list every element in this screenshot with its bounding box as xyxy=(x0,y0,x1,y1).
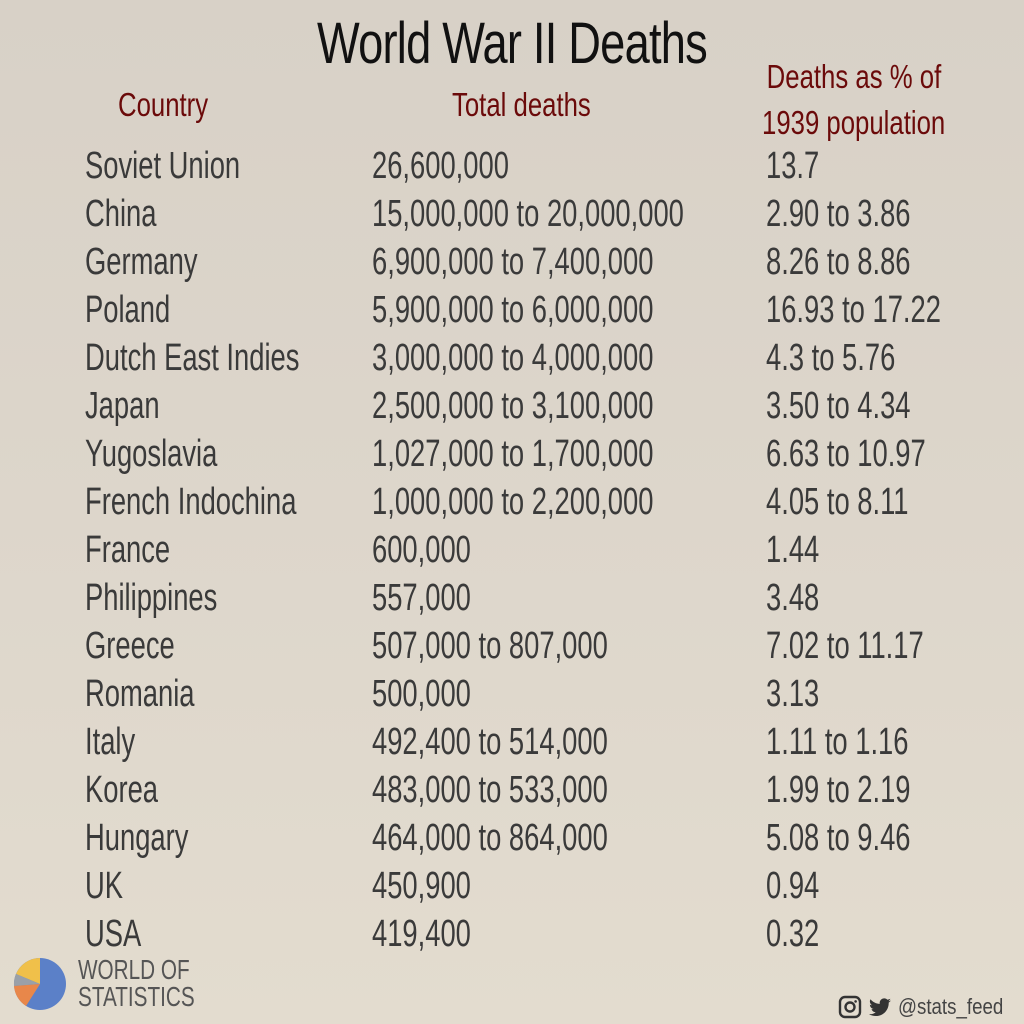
table-row: China 15,000,000 to 20,000,000 2.90 to 3.8… xyxy=(0,190,1024,238)
logo-line-2: STATISTICS xyxy=(78,981,195,1012)
country-cell: France xyxy=(85,529,171,571)
twitter-icon xyxy=(869,998,891,1017)
social-handle: @stats_feed xyxy=(898,994,1004,1019)
percent-cell: 5.08 to 9.46 xyxy=(766,817,911,859)
table-row: UK 450,900 0.94 xyxy=(0,862,1024,910)
country-cell: Dutch East Indies xyxy=(85,337,300,379)
total-deaths-cell: 3,000,000 to 4,000,000 xyxy=(372,337,654,379)
column-header-percent-line1: Deaths as % of xyxy=(766,58,942,95)
percent-cell: 8.26 to 8.86 xyxy=(766,241,911,283)
total-deaths-cell: 5,900,000 to 6,000,000 xyxy=(372,289,654,331)
country-cell: Poland xyxy=(85,289,171,331)
percent-cell: 4.05 to 8.11 xyxy=(766,481,909,523)
column-header-percent-line2: 1939 population xyxy=(762,104,946,141)
percent-cell: 6.63 to 10.97 xyxy=(766,433,926,475)
column-header-total-deaths: Total deaths xyxy=(452,86,591,123)
total-deaths-cell: 492,400 to 514,000 xyxy=(372,721,608,763)
total-deaths-cell: 464,000 to 864,000 xyxy=(372,817,608,859)
total-deaths-cell: 26,600,000 xyxy=(372,145,509,187)
country-cell: UK xyxy=(85,865,124,907)
table-row: Hungary 464,000 to 864,000 5.08 to 9.46 xyxy=(0,814,1024,862)
country-cell: French Indochina xyxy=(85,481,297,523)
data-table: Soviet Union 26,600,000 13.7 China 15,000,00… xyxy=(0,142,1024,958)
country-cell: USA xyxy=(85,913,142,955)
table-row: French Indochina 1,000,000 to 2,200,000 4.… xyxy=(0,478,1024,526)
column-header-percent: Deaths as % of 1939 population xyxy=(762,54,945,146)
percent-cell: 1.11 to 1.16 xyxy=(766,721,909,763)
total-deaths-cell: 483,000 to 533,000 xyxy=(372,769,608,811)
country-cell: Philippines xyxy=(85,577,218,619)
total-deaths-cell: 1,000,000 to 2,200,000 xyxy=(372,481,654,523)
table-row: Poland 5,900,000 to 6,000,000 16.93 to 17.… xyxy=(0,286,1024,334)
table-row: Greece 507,000 to 807,000 7.02 to 11.17 xyxy=(0,622,1024,670)
table-row: Japan 2,500,000 to 3,100,000 3.50 to 4.34 xyxy=(0,382,1024,430)
percent-cell: 16.93 to 17.22 xyxy=(766,289,941,331)
total-deaths-cell: 557,000 xyxy=(372,577,471,619)
column-header-country: Country xyxy=(118,86,209,123)
percent-cell: 3.13 xyxy=(766,673,820,715)
country-cell: Soviet Union xyxy=(85,145,241,187)
table-row: USA 419,400 0.32 xyxy=(0,910,1024,958)
table-row: Yugoslavia 1,027,000 to 1,700,000 6.63 to … xyxy=(0,430,1024,478)
logo-wordmark: WORLD OF STATISTICS xyxy=(78,954,195,1012)
country-cell: China xyxy=(85,193,157,235)
percent-cell: 3.48 xyxy=(766,577,820,619)
chart-title: World War II Deaths xyxy=(317,11,708,76)
total-deaths-cell: 500,000 xyxy=(372,673,471,715)
total-deaths-cell: 6,900,000 to 7,400,000 xyxy=(372,241,654,283)
percent-cell: 1.99 to 2.19 xyxy=(766,769,911,811)
logo-line-1: WORLD OF xyxy=(78,954,190,985)
total-deaths-cell: 450,900 xyxy=(372,865,471,907)
table-row: Korea 483,000 to 533,000 1.99 to 2.19 xyxy=(0,766,1024,814)
country-cell: Germany xyxy=(85,241,198,283)
country-cell: Romania xyxy=(85,673,195,715)
instagram-icon xyxy=(838,995,862,1019)
percent-cell: 13.7 xyxy=(766,145,820,187)
table-row: France 600,000 1.44 xyxy=(0,526,1024,574)
percent-cell: 7.02 to 11.17 xyxy=(766,625,924,667)
country-cell: Italy xyxy=(85,721,136,763)
percent-cell: 0.32 xyxy=(766,913,820,955)
percent-cell: 4.3 to 5.76 xyxy=(766,337,896,379)
country-cell: Hungary xyxy=(85,817,189,859)
total-deaths-cell: 507,000 to 807,000 xyxy=(372,625,608,667)
total-deaths-cell: 419,400 xyxy=(372,913,471,955)
total-deaths-cell: 15,000,000 to 20,000,000 xyxy=(372,193,684,235)
country-cell: Korea xyxy=(85,769,159,811)
table-row: Italy 492,400 to 514,000 1.11 to 1.16 xyxy=(0,718,1024,766)
table-row: Soviet Union 26,600,000 13.7 xyxy=(0,142,1024,190)
table-row: Germany 6,900,000 to 7,400,000 8.26 to 8.8… xyxy=(0,238,1024,286)
country-cell: Yugoslavia xyxy=(85,433,218,475)
table-row: Romania 500,000 3.13 xyxy=(0,670,1024,718)
percent-cell: 3.50 to 4.34 xyxy=(766,385,911,427)
percent-cell: 2.90 to 3.86 xyxy=(766,193,911,235)
total-deaths-cell: 1,027,000 to 1,700,000 xyxy=(372,433,654,475)
pie-chart-logo-icon xyxy=(13,958,66,1010)
total-deaths-cell: 2,500,000 to 3,100,000 xyxy=(372,385,654,427)
table-row: Dutch East Indies 3,000,000 to 4,000,000 4… xyxy=(0,334,1024,382)
country-cell: Greece xyxy=(85,625,175,667)
percent-cell: 1.44 xyxy=(766,529,820,571)
country-cell: Japan xyxy=(85,385,160,427)
table-row: Philippines 557,000 3.48 xyxy=(0,574,1024,622)
percent-cell: 0.94 xyxy=(766,865,820,907)
social-credit: @stats_feed xyxy=(838,994,1022,1020)
total-deaths-cell: 600,000 xyxy=(372,529,471,571)
